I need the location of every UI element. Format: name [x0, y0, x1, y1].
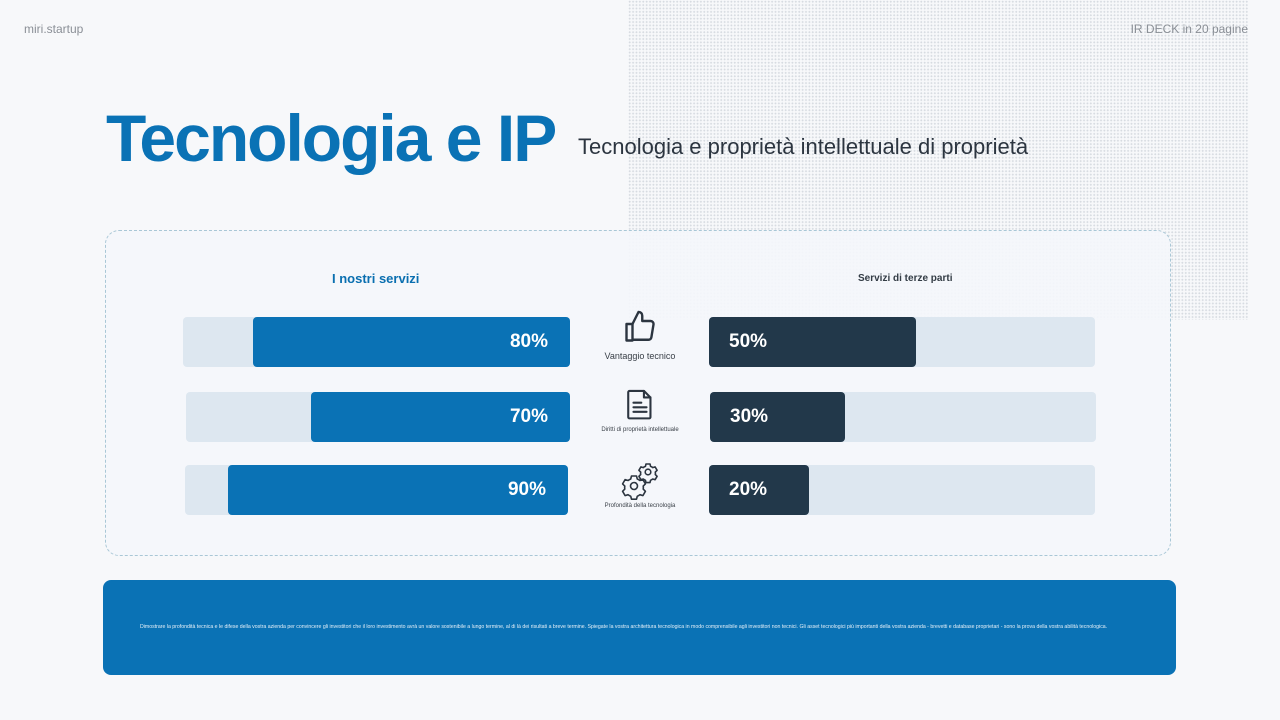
our-bar-fill-3: 90% — [228, 465, 568, 515]
footer-description-box: Dimostrare la profondità tecnica e le di… — [103, 580, 1176, 675]
third-bar-value-3: 20% — [729, 479, 768, 500]
row-label-technology-depth: Profondità della tecnologia — [570, 461, 710, 509]
row-label: Diritti di proprietà intellettuale — [601, 427, 679, 433]
our-bar-fill-2: 70% — [311, 392, 570, 442]
comparison-panel: I nostri servizi Servizi di terze parti … — [105, 230, 1171, 556]
our-bar-value-3: 90% — [507, 479, 546, 500]
third-bar-value-2: 30% — [730, 406, 769, 427]
our-bar-track-1: 80% — [183, 317, 570, 367]
gears-icon — [621, 463, 658, 500]
our-services-heading: I nostri servizi — [332, 271, 420, 286]
our-bar-track-2: 70% — [186, 392, 570, 442]
our-bar-value-2: 70% — [509, 406, 548, 427]
our-bar-value-1: 80% — [509, 331, 548, 352]
footer-description: Dimostrare la profondità tecnica e le di… — [140, 624, 1108, 630]
third-bar-fill-3: 20% — [709, 465, 809, 515]
our-bar-track-3: 90% — [185, 465, 568, 515]
row-label-technical-advantage: Vantaggio tecnico — [570, 309, 710, 361]
deck-label: IR DECK in 20 pagine — [1130, 22, 1248, 36]
page-title: Tecnologia e IP — [106, 101, 557, 175]
row-label: Profondità della tecnologia — [604, 503, 676, 509]
document-icon — [627, 389, 652, 420]
row-label: Vantaggio tecnico — [604, 351, 676, 361]
third-bar-track-3: 20% — [709, 465, 1095, 515]
third-bar-value-1: 50% — [729, 331, 768, 352]
third-bar-track-1: 50% — [709, 317, 1095, 367]
third-party-heading: Servizi di terze parti — [858, 273, 953, 284]
row-label-ip-rights: Diritti di proprietà intellettuale — [570, 387, 710, 433]
page-subtitle: Tecnologia e proprietà intellettuale di … — [578, 134, 1029, 159]
our-bar-fill-1: 80% — [253, 317, 570, 367]
thumbs-up-icon — [625, 310, 655, 342]
third-bar-fill-1: 50% — [709, 317, 916, 367]
third-bar-fill-2: 30% — [710, 392, 845, 442]
third-bar-track-2: 30% — [710, 392, 1096, 442]
brand-label: miri.startup — [24, 22, 84, 36]
